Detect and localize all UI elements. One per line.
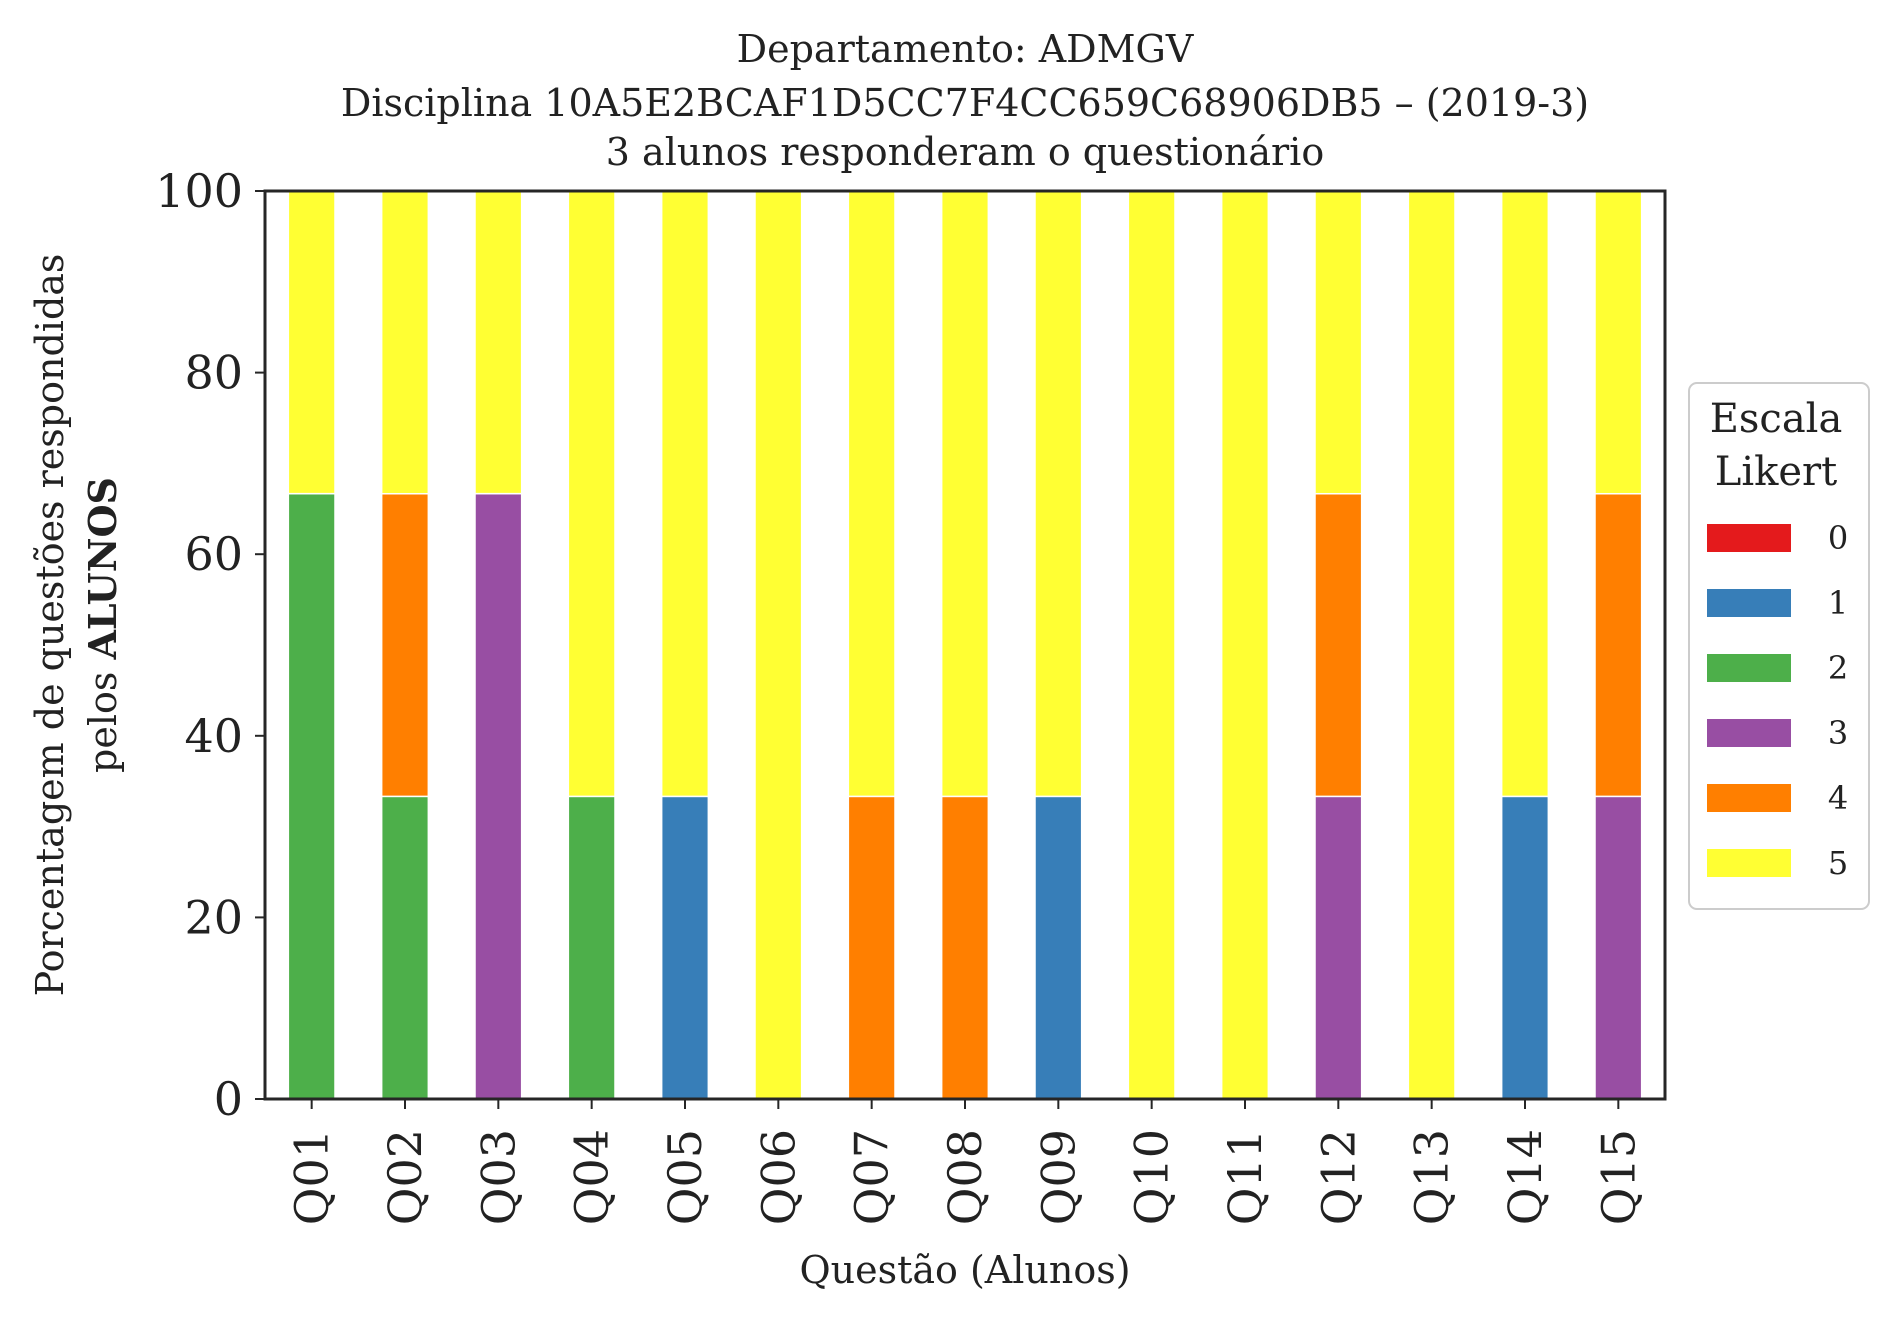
legend-frame (1688, 382, 1870, 910)
x-tick-label-q02: Q02 (378, 1129, 432, 1225)
y-tick-label: 100 (155, 164, 243, 218)
bar-segment-q05-likert-1 (660, 795, 710, 1100)
y-tick-label: 0 (214, 1072, 243, 1126)
bar-segment-q15-likert-4 (1594, 492, 1643, 798)
bar-segment-q13-likert-5 (1407, 190, 1456, 1100)
y-tick-label: 80 (184, 346, 243, 400)
x-tick-label-q03: Q03 (471, 1129, 525, 1225)
bar-segment-q07-likert-5 (847, 190, 896, 798)
bar-segment-q11-likert-5 (1220, 190, 1270, 1100)
x-tick-label-q08: Q08 (938, 1129, 992, 1225)
bar-segment-q02-likert-5 (380, 190, 430, 495)
legend-title-line-2: Likert (1715, 449, 1837, 495)
bar-segment-q01-likert-5 (287, 190, 336, 495)
bar-segment-q05-likert-5 (660, 190, 710, 798)
bar-segment-q06-likert-5 (754, 190, 803, 1100)
legend-items: 0 1 2 3 4 5 (1707, 519, 1848, 882)
bar-segment-q15-likert-5 (1594, 190, 1643, 495)
bar-segment-q08-likert-4 (940, 795, 990, 1100)
bar-segment-q14-likert-5 (1500, 190, 1550, 798)
bar-segment-q02-likert-4 (380, 492, 430, 798)
legend-label-4: 4 (1828, 779, 1848, 817)
bar-segment-q04-likert-5 (567, 190, 616, 798)
x-tick-label-q15: Q15 (1591, 1129, 1645, 1225)
legend-swatch-4 (1707, 784, 1791, 812)
y-axis-label-line-1: Porcentagem de questões respondidas (28, 254, 72, 997)
y-axis-label-bold: ALUNOS (80, 477, 125, 661)
bar-segment-q12-likert-4 (1314, 492, 1363, 798)
legend-swatch-1 (1707, 589, 1791, 617)
x-tick-label-q10: Q10 (1125, 1129, 1179, 1225)
legend-label-2: 2 (1828, 649, 1848, 687)
y-axis-label-line-2: pelos ALUNOS (80, 477, 125, 773)
bar-segment-q07-likert-4 (847, 795, 896, 1100)
y-tick-label: 20 (184, 890, 243, 944)
x-tick-label-q09: Q09 (1031, 1129, 1085, 1225)
x-tick-label-q11: Q11 (1218, 1129, 1272, 1225)
y-axis-label-prefix: pelos (81, 660, 125, 773)
chart-title: Departamento: ADMGV Disciplina 10A5E2BCA… (341, 27, 1589, 174)
x-tick-label-q04: Q04 (565, 1129, 619, 1225)
x-tick-label-q12: Q12 (1311, 1129, 1365, 1225)
bar-segment-q01-likert-2 (287, 492, 336, 1100)
title-line-2: Disciplina 10A5E2BCAF1D5CC7F4CC659C68906… (341, 81, 1589, 125)
legend-title-line-1: Escala (1710, 396, 1843, 442)
legend: Escala Likert 0 1 2 3 4 5 (1688, 382, 1870, 910)
legend-label-3: 3 (1828, 714, 1848, 752)
bar-segment-q09-likert-5 (1034, 190, 1083, 798)
legend-swatch-3 (1707, 719, 1791, 747)
y-tick-label: 40 (184, 709, 243, 763)
bar-segment-q04-likert-2 (567, 795, 616, 1100)
x-tick-label-q01: Q01 (285, 1129, 339, 1225)
bar-segment-q12-likert-5 (1314, 190, 1363, 495)
legend-label-5: 5 (1828, 844, 1848, 882)
bar-segment-q10-likert-5 (1127, 190, 1176, 1100)
legend-swatch-5 (1707, 849, 1791, 877)
bar-segment-q02-likert-2 (380, 795, 430, 1100)
title-line-1: Departamento: ADMGV (737, 27, 1194, 71)
bar-segment-q15-likert-3 (1594, 795, 1643, 1100)
bar-segment-q08-likert-5 (940, 190, 990, 798)
y-axis-ticks: 0 20 40 60 80 100 (155, 164, 265, 1126)
x-axis-ticks: Q01 Q02 Q03 Q04 Q05 Q06 Q07 Q08 Q09 Q10 Q11 Q12 Q13 Q… (285, 1099, 1645, 1225)
legend-swatch-0 (1707, 524, 1791, 552)
bar-segment-q03-likert-3 (474, 492, 523, 1100)
x-axis-label: Questão (Alunos) (799, 1248, 1130, 1292)
plot-frame (263, 189, 1667, 1101)
y-tick-label: 60 (184, 527, 243, 581)
title-line-3: 3 alunos responderam o questionário (606, 130, 1324, 174)
bar-group (287, 190, 1643, 1100)
y-axis-label: Porcentagem de questões respondidas pelo… (28, 254, 125, 997)
legend-swatch-2 (1707, 654, 1791, 682)
legend-label-0: 0 (1828, 519, 1848, 557)
x-tick-label-q13: Q13 (1405, 1129, 1459, 1225)
x-tick-label-q06: Q06 (751, 1129, 805, 1225)
bar-segment-q09-likert-1 (1034, 795, 1083, 1100)
bar-segment-q14-likert-1 (1500, 795, 1550, 1100)
x-tick-label-q14: Q14 (1498, 1129, 1552, 1225)
legend-label-1: 1 (1828, 584, 1848, 622)
bar-segment-q12-likert-3 (1314, 795, 1363, 1100)
x-tick-label-q07: Q07 (845, 1129, 899, 1225)
bar-segment-q03-likert-5 (474, 190, 523, 495)
x-tick-label-q05: Q05 (658, 1129, 712, 1225)
